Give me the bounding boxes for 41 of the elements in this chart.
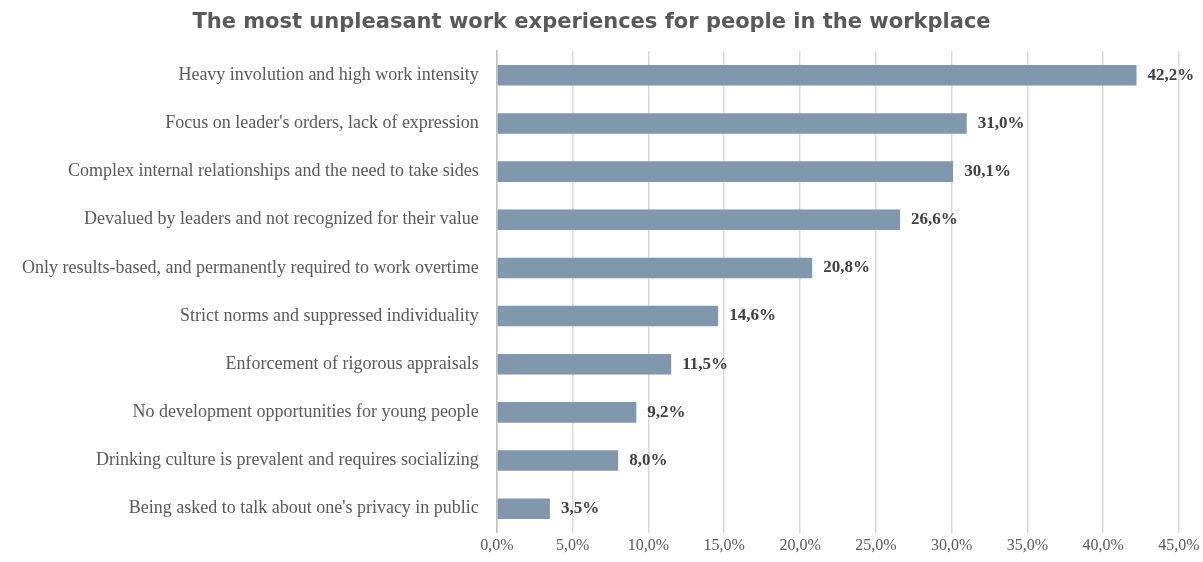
data-label: 30,1%	[964, 160, 1011, 180]
y-tick-label: Devalued by leaders and not recognized for their value	[84, 208, 479, 229]
bar	[497, 498, 550, 520]
y-tick-label: Being asked to talk about one's privacy in public	[128, 497, 479, 518]
y-tick-label: Drinking culture is prevalent and requires socializing	[95, 449, 479, 470]
bar	[497, 209, 901, 231]
x-tick-label: 40,0%	[1082, 535, 1124, 553]
data-label: 3,5%	[560, 498, 600, 518]
data-label: 8,0%	[629, 449, 668, 469]
x-tick-label: 35,0%	[1006, 535, 1049, 553]
data-label: 31,0%	[977, 112, 1025, 132]
bar	[497, 113, 967, 134]
y-tick-label: No development opportunities for young people	[132, 401, 479, 422]
x-tick-label: 30,0%	[930, 535, 973, 553]
x-tick-label: 5,0%	[555, 535, 590, 553]
x-tick-label: 0,0%	[480, 535, 514, 553]
y-tick-label: Strict norms and suppressed individuality	[179, 304, 479, 325]
data-label: 42,2%	[1147, 64, 1195, 84]
bar	[497, 257, 813, 279]
x-tick-label: 45,0%	[1158, 535, 1200, 553]
y-tick-label: Heavy involution and high work intensity	[178, 64, 479, 85]
y-tick-label: Complex internal relationships and the need to take sides	[67, 160, 479, 181]
bar	[497, 161, 954, 182]
x-tick-label: 20,0%	[779, 535, 821, 553]
x-tick-label: 10,0%	[627, 535, 670, 553]
data-label: 26,6%	[911, 209, 958, 229]
data-label: 14,6%	[729, 305, 776, 325]
bar	[497, 353, 672, 375]
bar	[497, 450, 619, 471]
data-label: 11,5%	[682, 353, 728, 373]
chart-title: The most unpleasant work experiences for people in the workplace	[192, 9, 991, 34]
y-tick-label: Focus on leader's orders, lack of expression	[165, 112, 479, 133]
data-label: 20,8%	[823, 257, 870, 277]
bar	[497, 402, 637, 423]
x-tick-label: 15,0%	[703, 535, 745, 553]
x-tick-label: 25,0%	[855, 535, 897, 553]
bar	[497, 305, 719, 327]
y-tick-label: Enforcement of rigorous appraisals	[225, 352, 479, 373]
data-label: 9,2%	[647, 401, 686, 421]
bar	[497, 64, 1137, 86]
y-tick-label: Only results-based, and permanently required to work overtime	[21, 256, 479, 277]
